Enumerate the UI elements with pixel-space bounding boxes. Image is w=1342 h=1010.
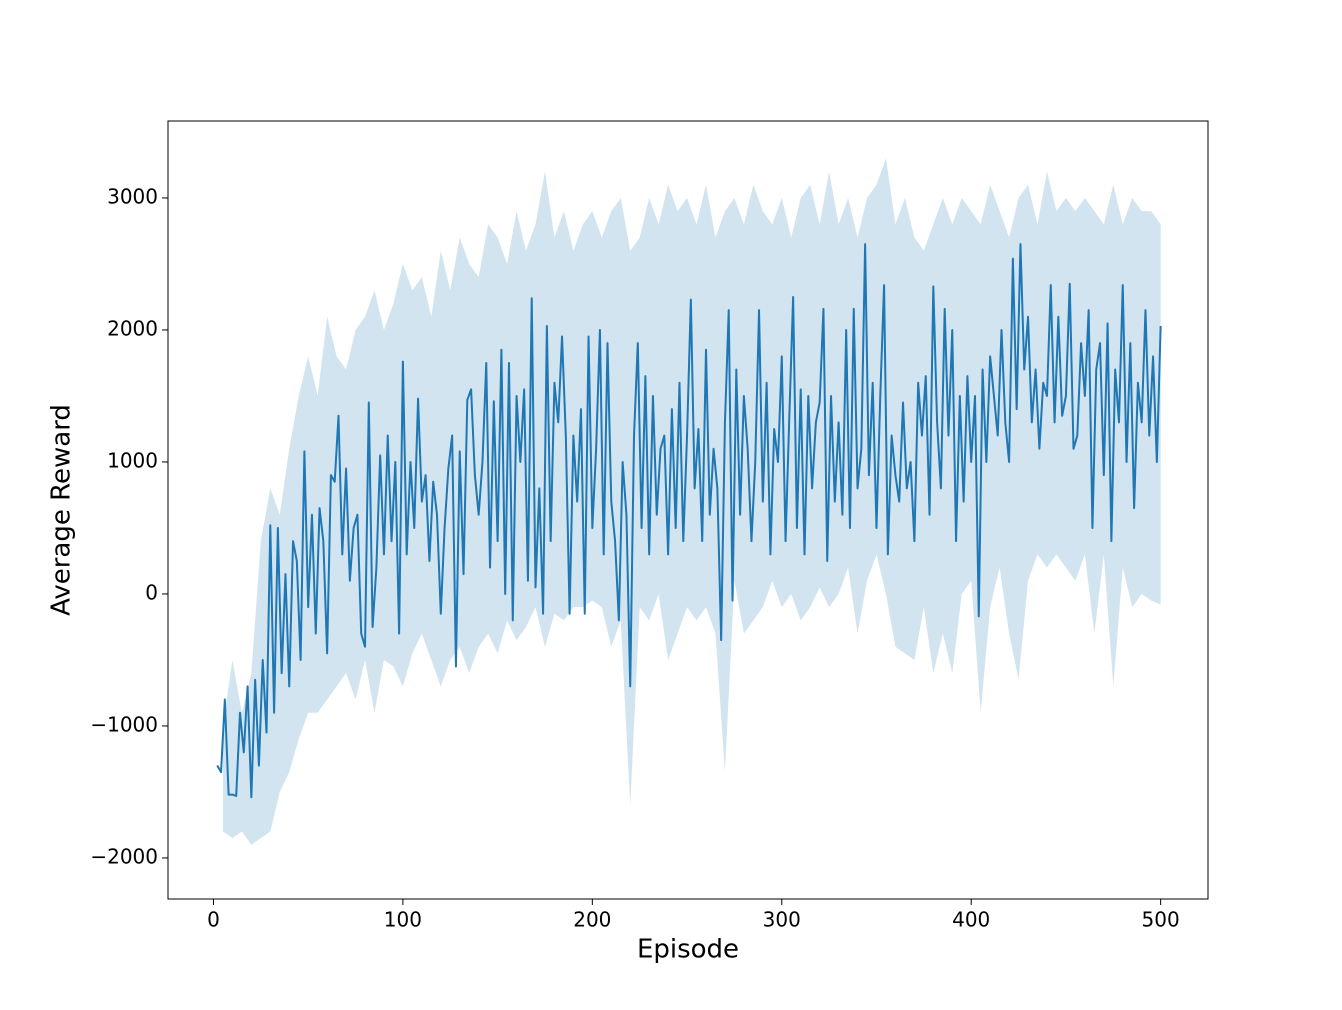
x-axis-label: Episode bbox=[637, 935, 739, 965]
x-tick-label: 300 bbox=[763, 908, 801, 932]
plot-frame bbox=[167, 120, 1209, 900]
x-tick-label: 400 bbox=[952, 908, 990, 932]
x-tick-label: 100 bbox=[384, 908, 422, 932]
y-axis-label: Average Reward bbox=[47, 404, 77, 616]
y-tick-label: 0 bbox=[145, 580, 158, 604]
x-tick-label: 500 bbox=[1142, 908, 1180, 932]
y-tick-label: −1000 bbox=[90, 712, 158, 736]
reward-line bbox=[216, 243, 1162, 799]
y-tick-label: −2000 bbox=[90, 844, 158, 868]
confidence-band bbox=[222, 158, 1161, 845]
x-tick-label: 200 bbox=[573, 908, 611, 932]
y-tick-label: 3000 bbox=[107, 184, 158, 208]
x-tick-label: 0 bbox=[207, 908, 220, 932]
y-tick-label: 1000 bbox=[107, 448, 158, 472]
y-tick-label: 2000 bbox=[107, 316, 158, 340]
